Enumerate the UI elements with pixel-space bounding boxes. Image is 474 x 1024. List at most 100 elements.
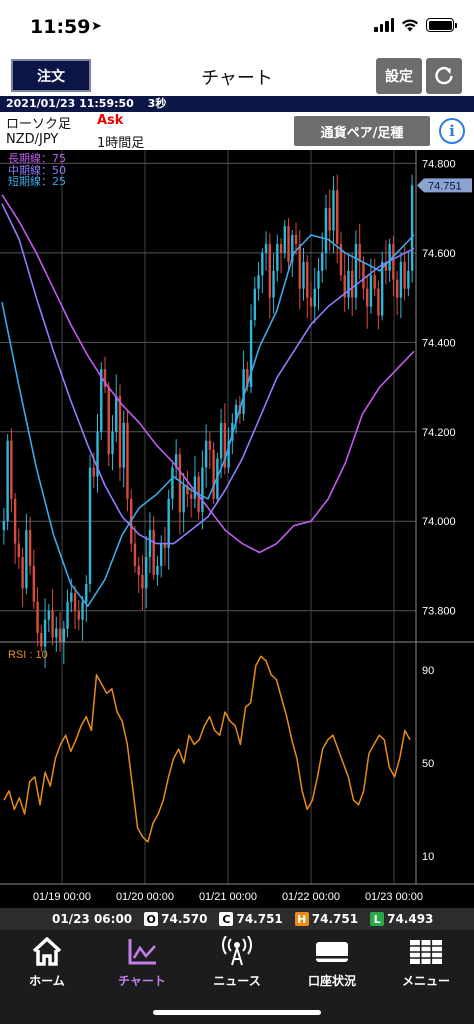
card-icon	[316, 942, 348, 962]
ohlc-close: 74.751	[236, 912, 283, 926]
candle-body	[223, 422, 227, 468]
candle-body	[55, 628, 58, 638]
y-tick-label: 74.600	[422, 248, 456, 260]
candle-body	[152, 530, 155, 575]
ohlc-open: 74.570	[161, 912, 208, 926]
candle-body	[2, 521, 6, 531]
candle-body	[193, 476, 197, 499]
x-tick-label: 01/19 00:00	[33, 891, 91, 903]
candle-body	[332, 190, 335, 231]
candle-body	[21, 557, 24, 589]
tab-chart[interactable]: チャート	[102, 936, 182, 989]
location-arrow-icon: ➤	[91, 19, 102, 34]
candle-body	[36, 601, 39, 634]
candle-body	[395, 279, 399, 298]
y-tick-label: 74.400	[422, 337, 456, 349]
tab-news[interactable]: ニュース	[197, 935, 277, 989]
tab-home[interactable]: ホーム	[7, 936, 87, 989]
price-chart[interactable]: 01/19 00:00 01/20 00:00 01/21 00:00 01/22 0…	[0, 150, 474, 908]
tab-home-label: ホーム	[29, 974, 65, 988]
candle-body	[276, 243, 279, 271]
candle-body	[268, 243, 271, 298]
candle-body	[28, 530, 32, 566]
rsi-tick-label: 90	[422, 665, 434, 677]
candle-body	[384, 261, 388, 271]
candle-body	[336, 190, 339, 244]
candle-body	[227, 440, 230, 468]
legend-mid: 中期線：50	[8, 163, 66, 177]
tab-account[interactable]: 口座状況	[292, 936, 372, 989]
battery-icon	[426, 18, 457, 32]
info-icon[interactable]: i	[439, 118, 465, 144]
candle-body	[100, 369, 103, 432]
candle-body	[321, 252, 324, 271]
candle-body	[219, 422, 223, 459]
settings-button[interactable]: 設定	[376, 58, 422, 94]
tab-menu[interactable]: メニュー	[386, 936, 466, 989]
candle-body	[81, 601, 84, 620]
candle-body	[163, 543, 167, 549]
order-button[interactable]: 注文	[11, 59, 91, 92]
candle-body	[40, 633, 43, 647]
candle-body	[399, 261, 403, 298]
candle-body	[343, 275, 346, 298]
candle-body	[73, 592, 77, 611]
candle-body	[309, 297, 313, 307]
candle-body	[204, 440, 208, 468]
candle-body	[174, 454, 178, 468]
pair-timeframe-button[interactable]: 通貨ペア/足種	[294, 116, 430, 146]
candle-body	[137, 565, 140, 575]
chart-icon	[128, 939, 156, 965]
x-tick-label: 01/21 00:00	[199, 891, 257, 903]
candle-body	[171, 467, 174, 499]
wifi-icon	[402, 19, 418, 32]
candle-body	[141, 574, 144, 589]
ma-long-line	[1, 194, 415, 554]
ohlc-datetime: 01/23 06:00	[52, 912, 133, 926]
candle-body	[178, 454, 182, 513]
candle-body	[246, 369, 249, 388]
candle-body	[365, 288, 369, 307]
candle-body	[66, 601, 69, 629]
candle-body	[279, 243, 283, 253]
candle-body	[354, 243, 358, 298]
rsi-line	[3, 655, 411, 843]
candle-body	[145, 557, 148, 589]
candle-body	[167, 498, 170, 549]
candle-body	[62, 628, 65, 642]
candle-body	[291, 234, 294, 262]
candle-body	[242, 369, 245, 414]
y-tick-label: 73.800	[422, 606, 456, 618]
candle-body	[410, 185, 414, 271]
candle-body	[58, 628, 62, 642]
candle-body	[85, 583, 88, 602]
candle-body	[380, 261, 384, 316]
candle-body	[182, 485, 185, 513]
tab-news-label: ニュース	[213, 974, 261, 988]
candle-body	[351, 270, 354, 298]
candle-body	[189, 494, 193, 499]
candle-body	[339, 243, 343, 276]
refresh-button[interactable]	[426, 58, 462, 94]
candle-body	[302, 261, 305, 289]
candle-body	[118, 396, 122, 468]
candle-body	[133, 543, 137, 566]
broadcast-icon	[222, 935, 252, 966]
x-tick-label: 01/20 00:00	[116, 891, 174, 903]
candle-body	[253, 288, 257, 320]
candle-body	[96, 431, 99, 477]
candle-body	[306, 261, 309, 298]
candle-body	[324, 208, 328, 253]
candle-body	[159, 543, 163, 566]
candle-body	[25, 530, 28, 589]
tab-account-label: 口座状況	[307, 974, 356, 988]
candle-body	[272, 270, 275, 298]
candle-body	[298, 243, 301, 289]
home-indicator	[153, 1010, 321, 1015]
candle-body	[47, 610, 51, 620]
legend-short: 短期線：25	[8, 175, 66, 188]
candle-body	[88, 467, 92, 584]
candle-body	[392, 243, 395, 280]
current-price-marker	[417, 178, 472, 193]
candle-body	[148, 530, 152, 558]
